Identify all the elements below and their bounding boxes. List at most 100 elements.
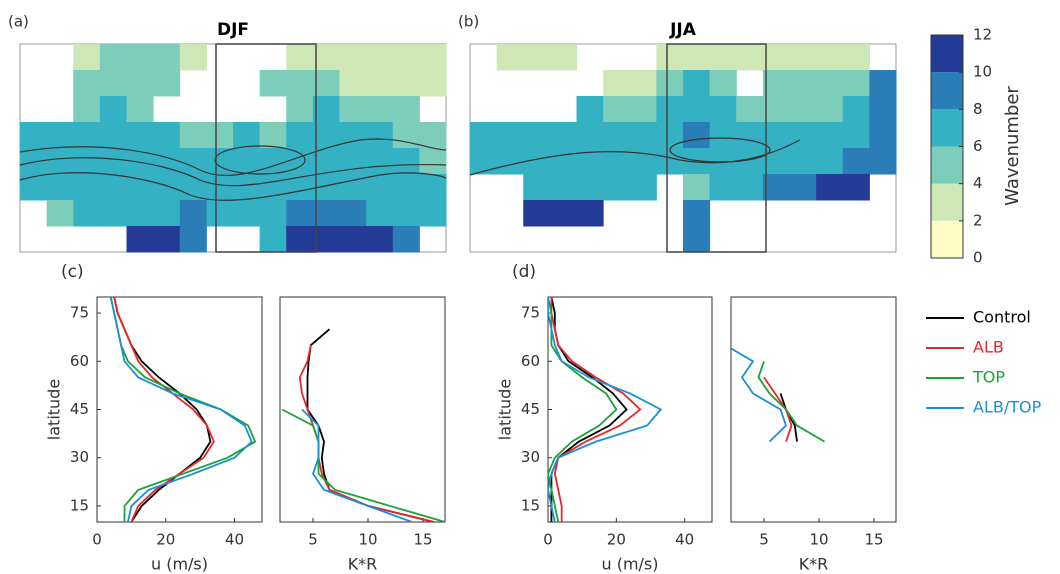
heat-cell: [789, 148, 817, 175]
heat-cell: [683, 200, 711, 227]
heat-cell: [816, 96, 844, 123]
heat-cell: [789, 96, 817, 123]
heat-cell: [366, 70, 394, 97]
heat-cell: [206, 200, 234, 227]
y-axis-label: latitude: [45, 379, 64, 440]
heat-cell: [392, 96, 420, 123]
heat-cell: [816, 174, 844, 201]
profile-line: [548, 297, 618, 522]
heat-cell: [339, 122, 367, 149]
heat-cell: [126, 122, 154, 149]
heat-cell: [470, 122, 498, 149]
heat-cell: [683, 96, 711, 123]
heat-cell: [736, 122, 764, 149]
colorbar-tick-label: 4: [973, 174, 983, 192]
heat-cell: [629, 96, 657, 123]
heat-cell: [20, 122, 48, 149]
colorbar-tick-label: 10: [973, 63, 992, 81]
panel-label: (c): [61, 262, 84, 282]
heat-cell: [99, 122, 127, 149]
heat-cell: [312, 148, 340, 175]
colorbar-swatch: [931, 109, 963, 147]
heat-cell: [523, 200, 551, 227]
heat-cell: [419, 70, 447, 97]
colorbar-swatch: [931, 220, 963, 258]
heat-cell: [869, 96, 897, 123]
heat-cell: [736, 44, 764, 71]
contour: [19, 172, 447, 201]
heat-cell: [73, 44, 101, 71]
heat-cell: [339, 200, 367, 227]
x-tick-label: 20: [607, 531, 626, 549]
heat-cell: [789, 174, 817, 201]
heat-cell: [789, 122, 817, 149]
heat-cell: [312, 96, 340, 123]
colorbar-swatch: [931, 72, 963, 110]
chart-title: JJA: [669, 20, 697, 40]
profile-line: [281, 408, 445, 522]
colorbar-tick-label: 12: [973, 26, 992, 44]
heat-cell: [126, 44, 154, 71]
heat-cell: [366, 96, 394, 123]
legend-label: ALB: [973, 338, 1004, 357]
x-tick-label: 5: [759, 531, 769, 549]
heat-cell: [126, 174, 154, 201]
y-tick-label: 75: [521, 304, 540, 322]
colorbar-tick-label: 8: [973, 100, 983, 118]
x-tick-label: 15: [413, 531, 432, 549]
heat-cell: [366, 148, 394, 175]
heat-cell: [286, 70, 314, 97]
colorbar-tick-label: 6: [973, 137, 983, 155]
plot-frame: [547, 296, 713, 523]
heat-cell: [233, 174, 261, 201]
x-axis-label: K*R: [799, 555, 829, 574]
heat-cell: [286, 200, 314, 227]
colorbar-swatch: [931, 146, 963, 184]
panel-label: (a): [8, 13, 29, 31]
heat-cell: [153, 200, 181, 227]
x-axis-label: K*R: [348, 555, 378, 574]
heat-cell: [259, 200, 287, 227]
heat-cell: [392, 226, 420, 253]
heat-cell: [99, 174, 127, 201]
heat-cell: [179, 226, 207, 253]
heat-cell: [842, 44, 870, 71]
heat-cell: [179, 200, 207, 227]
heat-cell: [683, 44, 711, 71]
heat-cell: [576, 200, 604, 227]
heat-cell: [789, 70, 817, 97]
heat-cell: [99, 70, 127, 97]
heat-cell: [419, 148, 447, 175]
heat-cell: [576, 96, 604, 123]
y-tick-label: 60: [521, 352, 540, 370]
heat-cell: [286, 44, 314, 71]
heat-cell: [762, 122, 790, 149]
heat-cell: [842, 96, 870, 123]
y-axis-label: latitude: [496, 379, 515, 440]
heat-cell: [126, 96, 154, 123]
heat-cell: [656, 122, 684, 149]
heat-cell: [366, 44, 394, 71]
colorbar-tick-label: 2: [973, 211, 983, 229]
contour: [19, 138, 447, 177]
heat-cell: [153, 226, 181, 253]
heat-cell: [629, 122, 657, 149]
x-tick-label: 0: [543, 531, 553, 549]
heat-cell: [286, 226, 314, 253]
x-tick-label: 0: [92, 531, 102, 549]
heat-cell: [470, 148, 498, 175]
heat-cell: [683, 226, 711, 253]
heat-cell: [523, 174, 551, 201]
heat-cell: [259, 70, 287, 97]
x-tick-label: 40: [675, 531, 694, 549]
heat-cell: [259, 226, 287, 253]
heat-cell: [46, 122, 74, 149]
heat-cell: [762, 96, 790, 123]
heat-cell: [153, 174, 181, 201]
heat-cell: [46, 174, 74, 201]
y-tick-label: 45: [521, 400, 540, 418]
heat-cell: [233, 200, 261, 227]
heat-cell: [339, 70, 367, 97]
heat-cell: [99, 96, 127, 123]
heat-cell: [576, 174, 604, 201]
